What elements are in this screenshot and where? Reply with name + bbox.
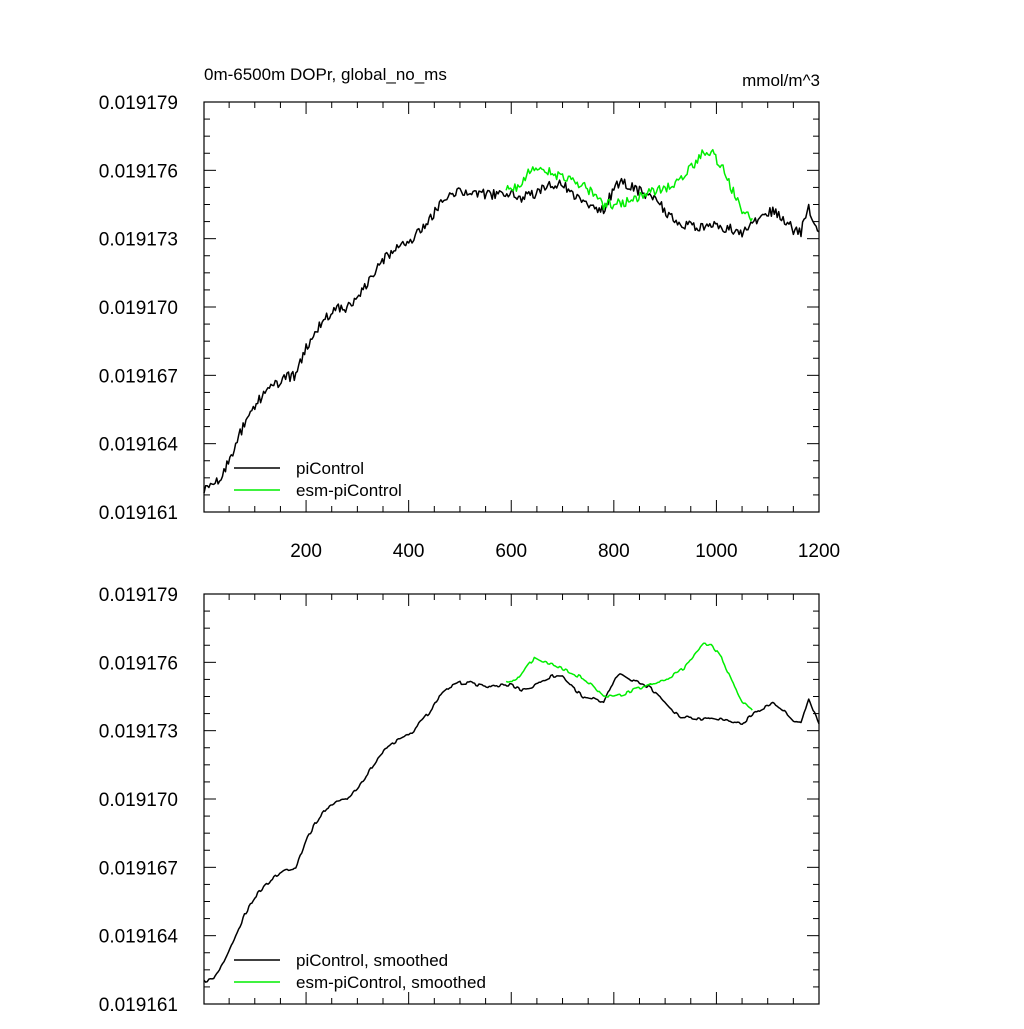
y-tick-label: 0.019167 <box>99 858 178 879</box>
y-tick-label: 0.019176 <box>99 161 178 182</box>
x-tick-label: 200 <box>290 541 322 562</box>
bottom-panel-series <box>203 642 820 983</box>
top-panel-series <box>203 148 820 494</box>
top-panel-title: 0m-6500m DOPr, global_no_ms <box>204 65 447 84</box>
y-tick-label: 0.019179 <box>99 93 178 114</box>
top-panel: 0m-6500m DOPr, global_no_ms mmol/m^3 0.0… <box>99 65 840 562</box>
y-tick-label: 0.019176 <box>99 653 178 674</box>
x-tick-label: 400 <box>393 541 425 562</box>
top-panel-x-tick-labels: 200 400 600 800 1000 1200 <box>290 541 840 562</box>
series-line-picontrol-smoothed <box>203 673 820 983</box>
bottom-panel-y-tick-labels: 0.019161 0.019164 0.019167 0.019170 0.019173… <box>99 585 179 1016</box>
x-tick-label: 1200 <box>798 541 840 562</box>
bottom-panel-frame <box>203 593 820 1005</box>
top-panel-y-tick-labels: 0.019161 0.019164 0.019167 0.019170 0.019173… <box>99 93 179 524</box>
bottom-panel-legend: piControl, smoothed esm-piControl, smoot… <box>234 951 486 992</box>
y-tick-label: 0.019161 <box>99 503 178 524</box>
x-tick-label: 600 <box>495 541 527 562</box>
legend-label-picontrol-smoothed: piControl, smoothed <box>296 951 448 970</box>
x-tick-label: 1000 <box>695 541 737 562</box>
y-tick-label: 0.019179 <box>99 585 178 606</box>
y-tick-label: 0.019170 <box>99 298 178 319</box>
y-tick-label: 0.019173 <box>99 722 178 743</box>
y-tick-label: 0.019164 <box>99 435 179 456</box>
y-tick-label: 0.019170 <box>99 790 178 811</box>
top-panel-units: mmol/m^3 <box>742 71 820 90</box>
series-line-picontrol <box>203 177 820 494</box>
y-tick-label: 0.019161 <box>99 995 178 1016</box>
legend-label-picontrol: piControl <box>296 459 364 478</box>
legend-label-esm-picontrol-smoothed: esm-piControl, smoothed <box>296 973 486 992</box>
bottom-panel-ticks <box>204 593 820 1005</box>
top-panel-legend: piControl esm-piControl <box>234 459 402 500</box>
top-panel-ticks <box>204 101 820 513</box>
legend-label-esm-picontrol: esm-piControl <box>296 481 402 500</box>
series-line-esm-picontrol <box>505 148 753 222</box>
y-tick-label: 0.019173 <box>99 230 178 251</box>
y-tick-label: 0.019167 <box>99 366 178 387</box>
series-line-esm-picontrol-smoothed <box>505 642 753 711</box>
x-tick-label: 800 <box>598 541 630 562</box>
top-panel-frame <box>203 101 820 513</box>
bottom-panel: 0.019161 0.019164 0.019167 0.019170 0.019173… <box>99 585 820 1016</box>
y-tick-label: 0.019164 <box>99 927 179 948</box>
